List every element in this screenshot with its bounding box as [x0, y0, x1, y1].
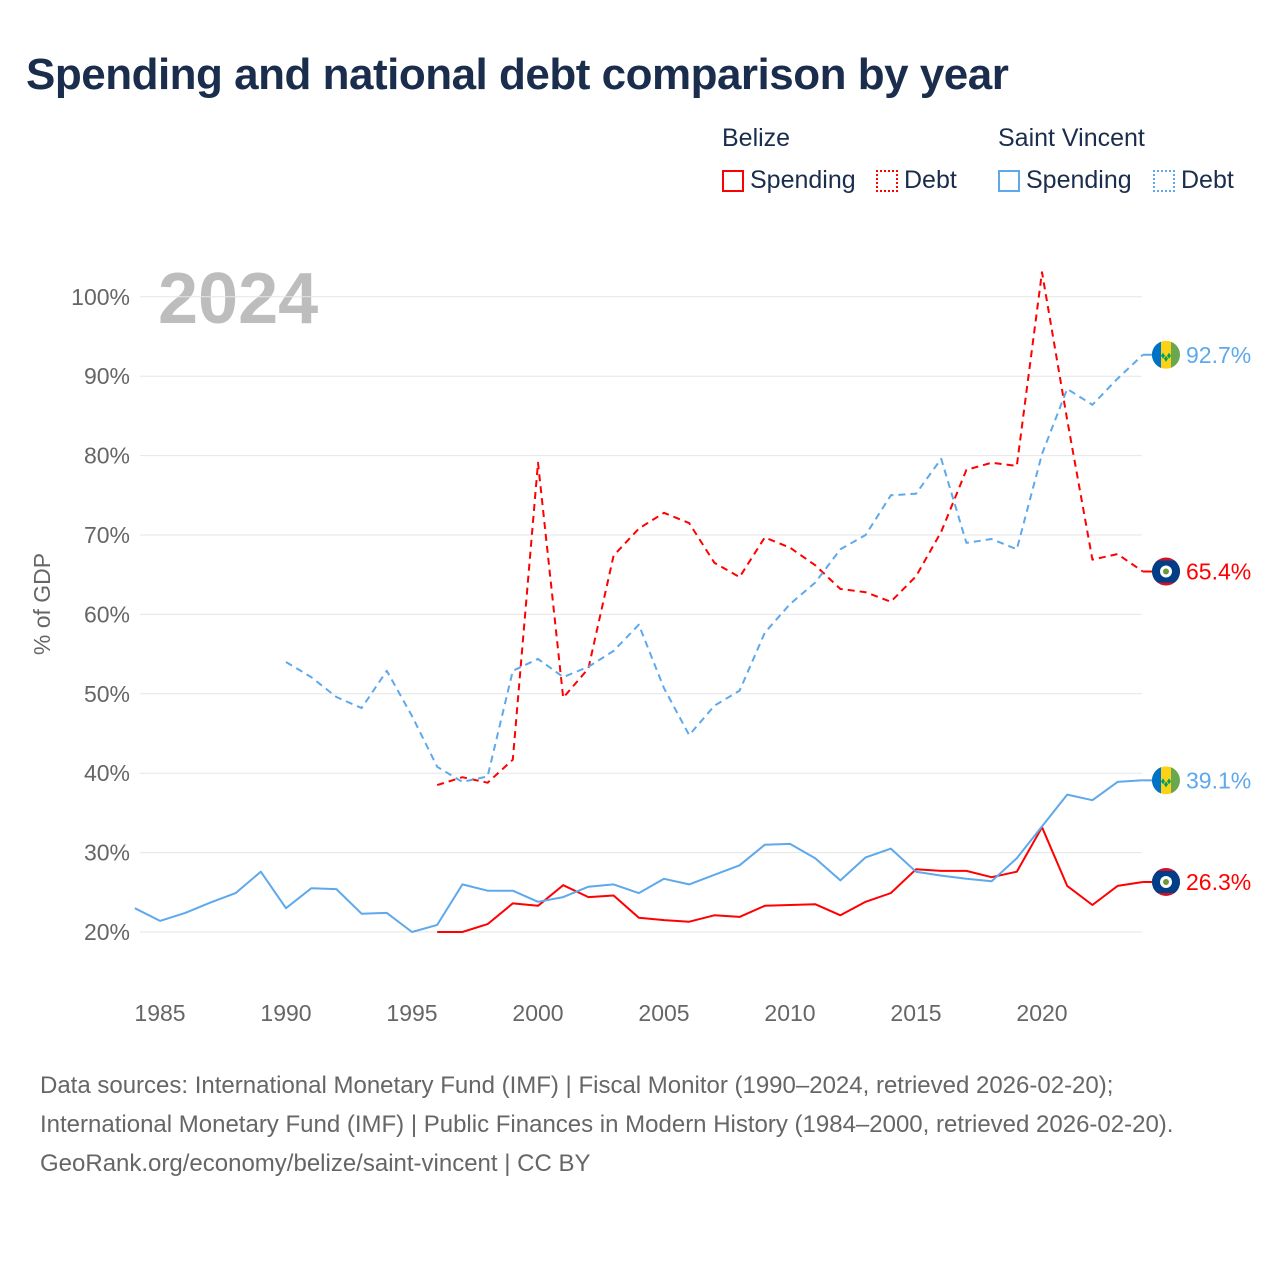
solid-swatch-icon [998, 169, 1020, 192]
flag-green-band [1171, 340, 1180, 369]
source-link[interactable]: GeoRank.org/economy/belize/saint-vincent… [40, 1150, 591, 1177]
footer: Data sources: International Monetary Fun… [40, 1066, 1240, 1183]
svg-flag-icon [1152, 340, 1180, 369]
flag-diamonds [1161, 778, 1171, 788]
y-tick-label: 80% [84, 443, 130, 469]
flag-emblem-center [1163, 568, 1169, 575]
flag-body [1152, 766, 1180, 795]
legend-label: Spending [1026, 166, 1132, 194]
solid-swatch-icon [722, 169, 744, 192]
flag-blue-band [1152, 766, 1161, 795]
series-line-belize-spending [437, 826, 1143, 933]
series-line-saint-vincent-debt [285, 354, 1144, 783]
flag-yellow-band [1161, 766, 1171, 795]
data-sources: Data sources: International Monetary Fun… [40, 1072, 1174, 1138]
y-tick-label: 30% [84, 840, 130, 866]
x-tick-label: 2020 [1016, 1000, 1067, 1026]
flag-emblem-center [1163, 878, 1169, 885]
y-tick-label: 50% [84, 681, 130, 707]
legend-belize-debt[interactable]: Debt [876, 166, 957, 195]
flag-body [1152, 867, 1180, 896]
flag-diamonds [1161, 352, 1171, 362]
end-value-label: 26.3% [1186, 869, 1251, 895]
flag-green-band [1171, 766, 1180, 795]
dotted-swatch-icon [876, 169, 898, 192]
legend-label: Spending [750, 166, 856, 194]
chart-title: Spending and national debt comparison by… [26, 50, 1009, 99]
y-tick-label: 60% [84, 601, 130, 627]
end-value-label: 92.7% [1186, 342, 1251, 368]
flag-blue-band [1152, 340, 1161, 369]
x-tick-label: 2010 [764, 1000, 815, 1026]
y-tick-label: 20% [84, 919, 130, 945]
x-tick-label: 1985 [134, 1000, 185, 1026]
legend-svg-debt[interactable]: Debt [1153, 166, 1234, 195]
legend-label: Debt [904, 166, 957, 194]
year-label: 2024 [158, 259, 318, 339]
series-line-saint-vincent-spending [134, 779, 1143, 933]
end-value-label: 65.4% [1186, 559, 1251, 585]
x-tick-label: 2015 [890, 1000, 941, 1026]
dotted-swatch-icon [1153, 169, 1175, 192]
legend-belize-spending[interactable]: Spending [722, 166, 856, 195]
legend-group-belize: Belize [722, 124, 791, 152]
x-tick-label: 1995 [386, 1000, 437, 1026]
end-value-label: 39.1% [1186, 767, 1251, 793]
flag-yellow-band [1161, 340, 1171, 369]
x-tick-label: 2000 [512, 1000, 563, 1026]
legend-label: Debt [1181, 166, 1234, 194]
legend-svg-spending[interactable]: Spending [998, 166, 1132, 195]
belize-flag-icon [1152, 557, 1180, 586]
y-tick-label: 70% [84, 522, 130, 548]
x-tick-label: 1990 [260, 1000, 311, 1026]
y-tick-label: 90% [84, 363, 130, 389]
y-tick-label: 100% [71, 284, 130, 310]
flag-body [1152, 557, 1180, 586]
legend-group-saint-vincent: Saint Vincent [998, 124, 1145, 152]
y-axis-label: % of GDP [29, 553, 55, 655]
svg-flag-icon [1152, 766, 1180, 795]
series-line-belize-debt [436, 271, 1144, 787]
x-tick-label: 2005 [638, 1000, 689, 1026]
flag-body [1152, 340, 1180, 369]
y-tick-label: 40% [84, 760, 130, 786]
belize-flag-icon [1152, 867, 1180, 896]
line-chart: 2024 % of GDP 20% 30% 40% 50% 60% 70% 80% 90% 10… [29, 259, 1251, 1026]
